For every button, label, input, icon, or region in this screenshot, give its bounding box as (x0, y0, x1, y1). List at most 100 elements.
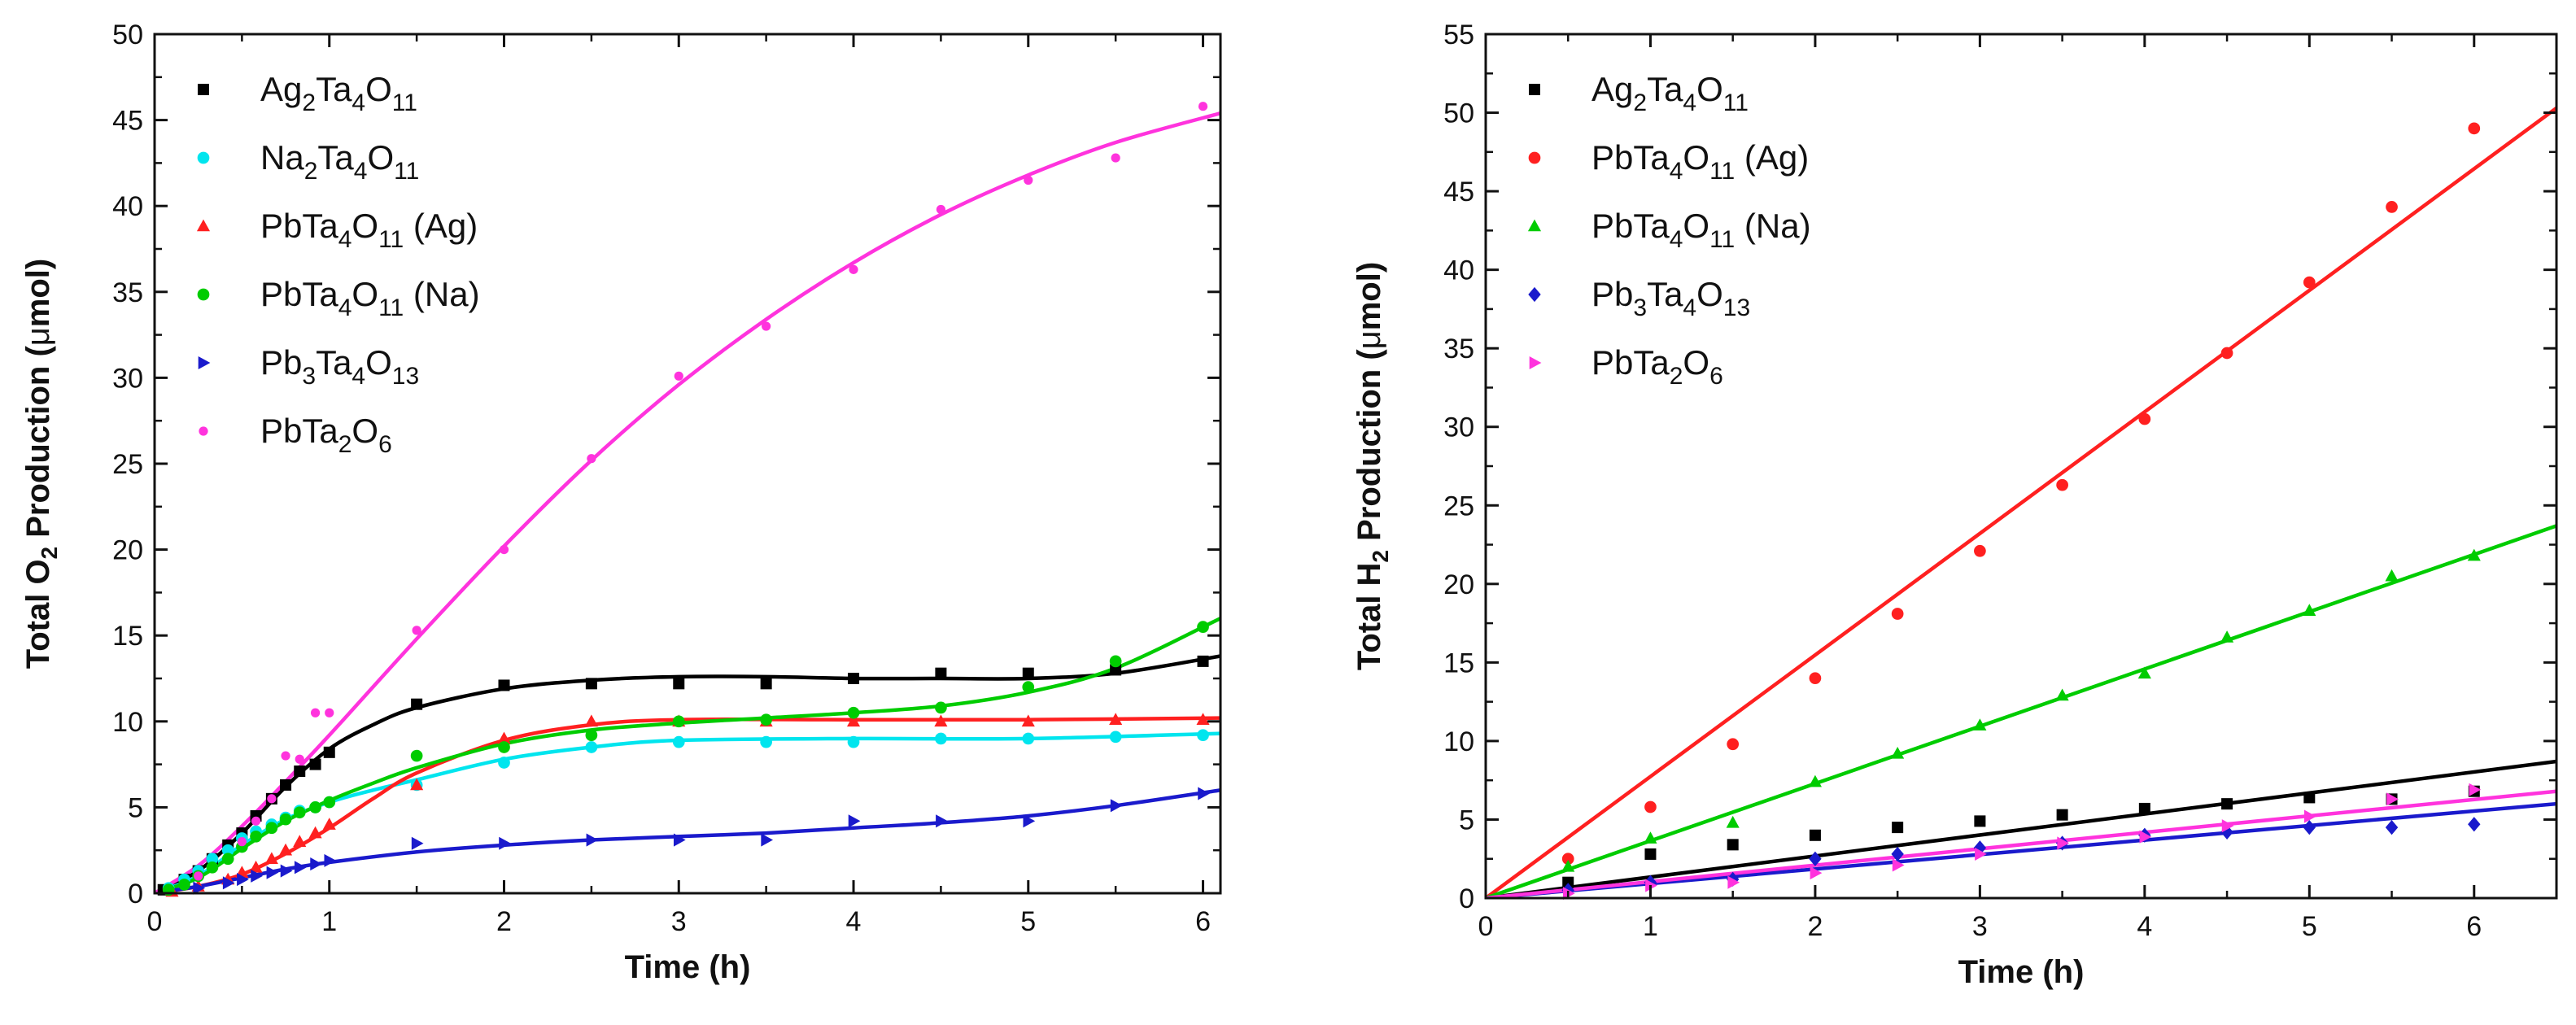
y-tick-label: 35 (112, 277, 143, 308)
data-point-0-1-19 (1022, 732, 1035, 745)
data-point-0-5-9 (499, 545, 509, 555)
legend-marker-0 (1529, 84, 1540, 95)
data-point-0-2-16 (934, 714, 948, 727)
legend-label-part: 4 (1683, 294, 1696, 321)
data-point-0-1-3 (206, 853, 219, 866)
legend-label-2: PbTa4O11 (Ag) (260, 207, 478, 253)
legend-label-1: Na2Ta4O11 (260, 138, 419, 185)
data-point-0-3-3 (206, 861, 219, 874)
legend-label-part: (Ag) (404, 207, 478, 245)
data-point-0-3-15 (672, 715, 685, 728)
y-tick-label: 55 (1443, 20, 1474, 50)
data-point-1-1-3 (1809, 672, 1822, 685)
legend-label-5: PbTa2O6 (260, 412, 392, 458)
data-point-0-4-9 (411, 836, 424, 850)
legend-label-part: 4 (338, 226, 352, 253)
y-tick-label: 50 (1443, 98, 1474, 129)
data-point-0-4-18 (1198, 787, 1210, 800)
y-tick-label: 25 (1443, 491, 1474, 521)
y-axis-title-part: 2 (1368, 550, 1393, 563)
series-points-0-5 (194, 102, 1208, 881)
x-tick-label: 3 (1972, 911, 1988, 942)
legend-label-part: O (351, 275, 378, 313)
series-points-1-4 (1562, 783, 2482, 901)
x-tick-label: 5 (2302, 911, 2317, 942)
legend-label-0: Ag2Ta4O11 (1591, 70, 1749, 116)
legend-label-part: 13 (392, 363, 419, 390)
data-point-0-0-8 (280, 779, 292, 791)
data-point-1-1-2 (1727, 738, 1740, 751)
legend-label-part: Pb (260, 343, 302, 382)
legend-label-part: Pb (1591, 275, 1633, 313)
legend-label-part: 4 (1670, 158, 1683, 185)
data-point-0-5-11 (674, 371, 683, 381)
legend-label-4: PbTa2O6 (1591, 343, 1723, 390)
data-point-1-0-8 (2221, 798, 2233, 810)
data-point-1-2-6 (2055, 688, 2069, 701)
legend-label-part: 2 (1633, 89, 1647, 116)
data-point-0-4-16 (1023, 814, 1036, 828)
data-point-1-1-7 (2138, 412, 2151, 425)
data-point-1-2-8 (2220, 630, 2234, 643)
legend-label-part: 11 (1709, 158, 1735, 185)
data-point-0-0-16 (760, 678, 772, 690)
data-point-0-1-21 (1197, 729, 1209, 742)
data-point-1-2-10 (2385, 569, 2399, 582)
y-axis: 0 5 10 15 20 25 30 35 40 45 50 (112, 20, 1220, 909)
data-point-1-3-9 (2303, 820, 2316, 835)
legend-label-0: Ag2Ta4O11 (260, 70, 417, 116)
legend-label-part: Ta (316, 343, 352, 382)
x-tick-label: 4 (846, 906, 862, 937)
data-point-1-1-6 (2056, 478, 2068, 491)
y-axis: 0 5 10 15 20 25 30 35 40 45 50 55 (1443, 20, 2556, 914)
data-point-1-1-4 (1891, 608, 1904, 620)
x-tick-label: 1 (321, 906, 337, 937)
data-point-0-5-3 (267, 794, 277, 804)
y-axis-title: Total H2 Production (μmol) (1351, 262, 1393, 670)
data-point-1-0-4 (1892, 822, 1904, 834)
data-point-0-3-4 (221, 853, 234, 866)
data-point-0-2-17 (1021, 714, 1035, 727)
data-point-1-2-9 (2303, 604, 2316, 616)
data-point-0-4-0 (193, 881, 206, 895)
data-point-0-4-11 (586, 833, 599, 847)
legend-label-part: Ta (317, 138, 354, 177)
legend-label-part: 11 (394, 158, 419, 185)
y-tick-label: 40 (112, 191, 143, 222)
data-point-0-0-14 (585, 678, 597, 690)
data-point-0-4-6 (294, 861, 307, 875)
fit-line-1-1 (1486, 106, 2556, 898)
data-point-0-5-14 (936, 204, 945, 215)
data-point-1-4-9 (2304, 809, 2316, 823)
data-point-0-2-15 (846, 714, 861, 727)
fit-line-1-0 (1486, 759, 2556, 898)
y-tick-label: 50 (112, 20, 143, 50)
data-point-0-1-17 (847, 735, 860, 748)
data-point-0-2-7 (293, 835, 307, 847)
y-axis-title-part: Total O (20, 559, 56, 669)
data-point-1-4-6 (2057, 836, 2070, 850)
data-point-1-2-7 (2137, 666, 2151, 679)
legend-label-part: Na (260, 138, 304, 177)
data-point-0-0-17 (848, 673, 860, 684)
data-point-0-3-9 (293, 806, 306, 819)
x-tick-label: 2 (496, 906, 512, 937)
data-point-0-4-4 (266, 866, 279, 879)
data-point-0-3-11 (323, 796, 336, 809)
data-point-1-0-9 (2303, 792, 2316, 804)
legend-label-part: PbTa (1591, 207, 1670, 245)
y-tick-label: 5 (128, 792, 143, 823)
data-point-0-2-6 (279, 843, 293, 856)
legend-label-3: PbTa4O11 (Na) (260, 275, 480, 321)
data-point-0-5-8 (412, 626, 421, 635)
data-point-1-2-11 (2467, 548, 2481, 561)
data-point-1-2-2 (1726, 815, 1740, 828)
data-point-1-4-10 (2386, 792, 2399, 806)
data-point-1-1-5 (1974, 544, 1986, 557)
data-point-0-5-10 (587, 454, 596, 464)
legend-label-part: O (351, 207, 378, 245)
y-axis-title-part: Production ( (1351, 349, 1387, 550)
y-tick-label: 0 (1459, 883, 1474, 914)
legend-label-part: 4 (351, 363, 365, 390)
y-tick-label: 30 (1443, 412, 1474, 443)
